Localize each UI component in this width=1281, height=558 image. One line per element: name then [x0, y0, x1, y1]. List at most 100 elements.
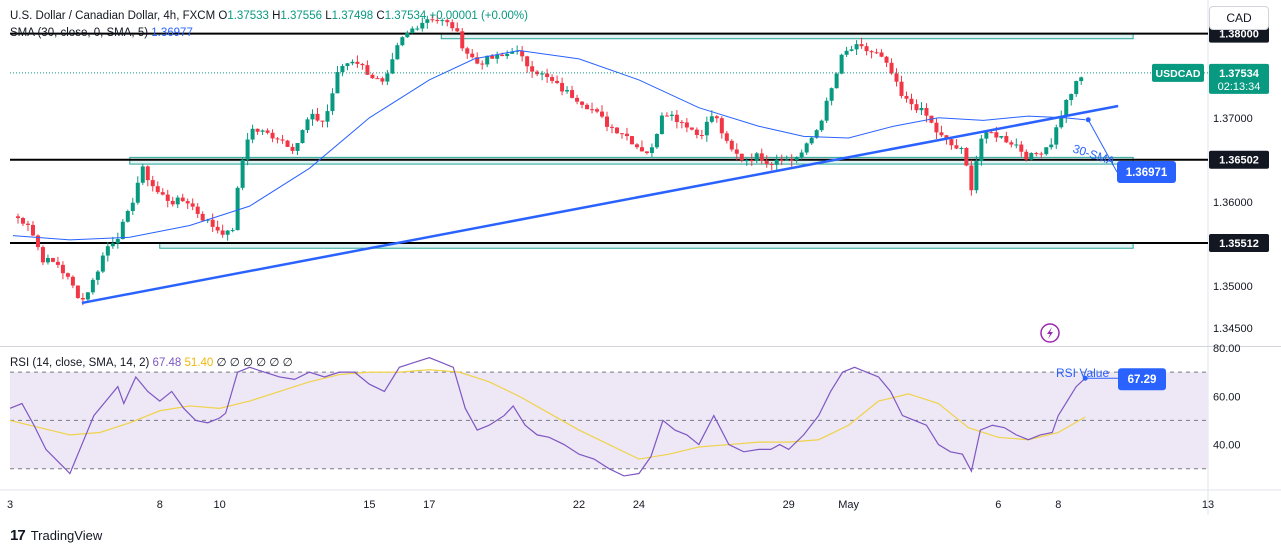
high-value: 1.37556: [280, 10, 322, 22]
candle-body: [964, 148, 969, 166]
candle-body: [1059, 116, 1064, 128]
candle-body: [904, 95, 909, 99]
candle-body: [590, 109, 595, 111]
candle-body: [495, 54, 500, 59]
candle-body: [210, 219, 215, 227]
candle-body: [769, 163, 774, 165]
rsi-ma-value: 51.40: [184, 357, 214, 369]
current-price-label: 1.37534: [1219, 68, 1260, 80]
candle-body: [1039, 153, 1044, 155]
candle-body: [170, 200, 175, 205]
rsi-tick-label: 40.00: [1213, 440, 1241, 452]
candle-body: [440, 20, 445, 22]
candle-body: [355, 61, 360, 64]
candle-body: [30, 224, 35, 236]
candle-body: [285, 140, 290, 147]
level-price-label: 1.38000: [1219, 29, 1259, 41]
rsi-band-fill: [10, 372, 1208, 469]
candle-body: [470, 53, 475, 58]
candle-body: [600, 111, 605, 117]
sma-value: 1.36977: [151, 27, 193, 39]
candle-body: [804, 143, 809, 153]
candle-body: [719, 118, 724, 134]
candle-body: [639, 147, 644, 152]
candle-body: [245, 139, 250, 160]
rsi-value-callout: 67.29: [1128, 374, 1157, 386]
candle-body: [525, 56, 530, 67]
time-tick-label: 10: [214, 499, 226, 511]
candle-body: [864, 46, 869, 52]
candle-body: [619, 133, 624, 135]
candle-body: [934, 122, 939, 133]
candle-body: [540, 73, 545, 75]
candle-body: [20, 218, 25, 224]
candle-body: [35, 235, 40, 248]
candle-body: [135, 182, 140, 203]
candle-body: [250, 128, 255, 140]
candle-body: [270, 132, 275, 139]
candle-body: [899, 81, 904, 96]
candle-body: [90, 279, 95, 293]
low-label: L: [325, 10, 332, 22]
rsi-tick-label: 80.00: [1213, 343, 1241, 355]
candle-body: [744, 160, 749, 162]
currency-button[interactable]: CAD: [1209, 6, 1269, 30]
candle-body: [165, 194, 170, 201]
lightning-icon[interactable]: [1040, 323, 1060, 343]
candle-body: [849, 49, 854, 51]
candle-body: [575, 97, 580, 102]
candle-body: [550, 77, 555, 81]
candle-body: [180, 197, 185, 202]
candle-body: [535, 71, 540, 75]
candle-body: [854, 44, 859, 50]
candle-body: [460, 31, 465, 49]
candle-body: [809, 137, 814, 144]
sma-legend: SMA (30, close, 0, SMA, 5) 1.36977: [10, 26, 193, 40]
candle-body: [350, 61, 355, 64]
candle-body: [1079, 77, 1084, 82]
rsi-value: 67.48: [152, 357, 182, 369]
level-price-label-bg: [1209, 150, 1269, 169]
time-tick-label: 17: [423, 499, 435, 511]
candle-body: [629, 136, 634, 145]
candle-body: [110, 243, 115, 247]
candle-body: [739, 153, 744, 161]
candle-body: [295, 143, 300, 151]
candle-body: [914, 104, 919, 111]
rsi-tick-label: 60.00: [1213, 391, 1241, 403]
candle-body: [275, 138, 280, 140]
candle-body: [984, 132, 989, 139]
candle-body: [634, 144, 639, 148]
candle-body: [704, 121, 709, 136]
candle-body: [919, 107, 924, 111]
candle-body: [1044, 147, 1049, 155]
candle-body: [724, 133, 729, 141]
candle-body: [15, 216, 20, 219]
candle-body: [50, 257, 55, 262]
candle-body: [360, 63, 365, 66]
candle-body: [609, 126, 614, 128]
candle-body: [669, 114, 674, 116]
open-label: O: [218, 10, 228, 22]
candle-body: [445, 20, 450, 23]
symbol-tag: USDCAD: [1156, 68, 1201, 80]
candle-body: [879, 52, 884, 57]
candle-body: [500, 54, 505, 57]
candle-body: [699, 134, 704, 136]
candle-body: [954, 145, 959, 149]
high-label: H: [272, 10, 281, 22]
candle-body: [679, 122, 684, 124]
price-tick-label: 1.36000: [1213, 197, 1253, 209]
candle-body: [545, 73, 550, 78]
candle-body: [994, 132, 999, 138]
candle-body: [450, 22, 455, 29]
tradingview-footer[interactable]: 17 TradingView: [10, 527, 102, 544]
level-price-label: 1.36502: [1219, 155, 1259, 167]
candle-body: [649, 147, 654, 154]
candle-body: [754, 153, 759, 161]
candle-body: [95, 271, 100, 280]
price-tick-label: 1.34500: [1213, 323, 1253, 335]
candle-body: [989, 132, 994, 134]
